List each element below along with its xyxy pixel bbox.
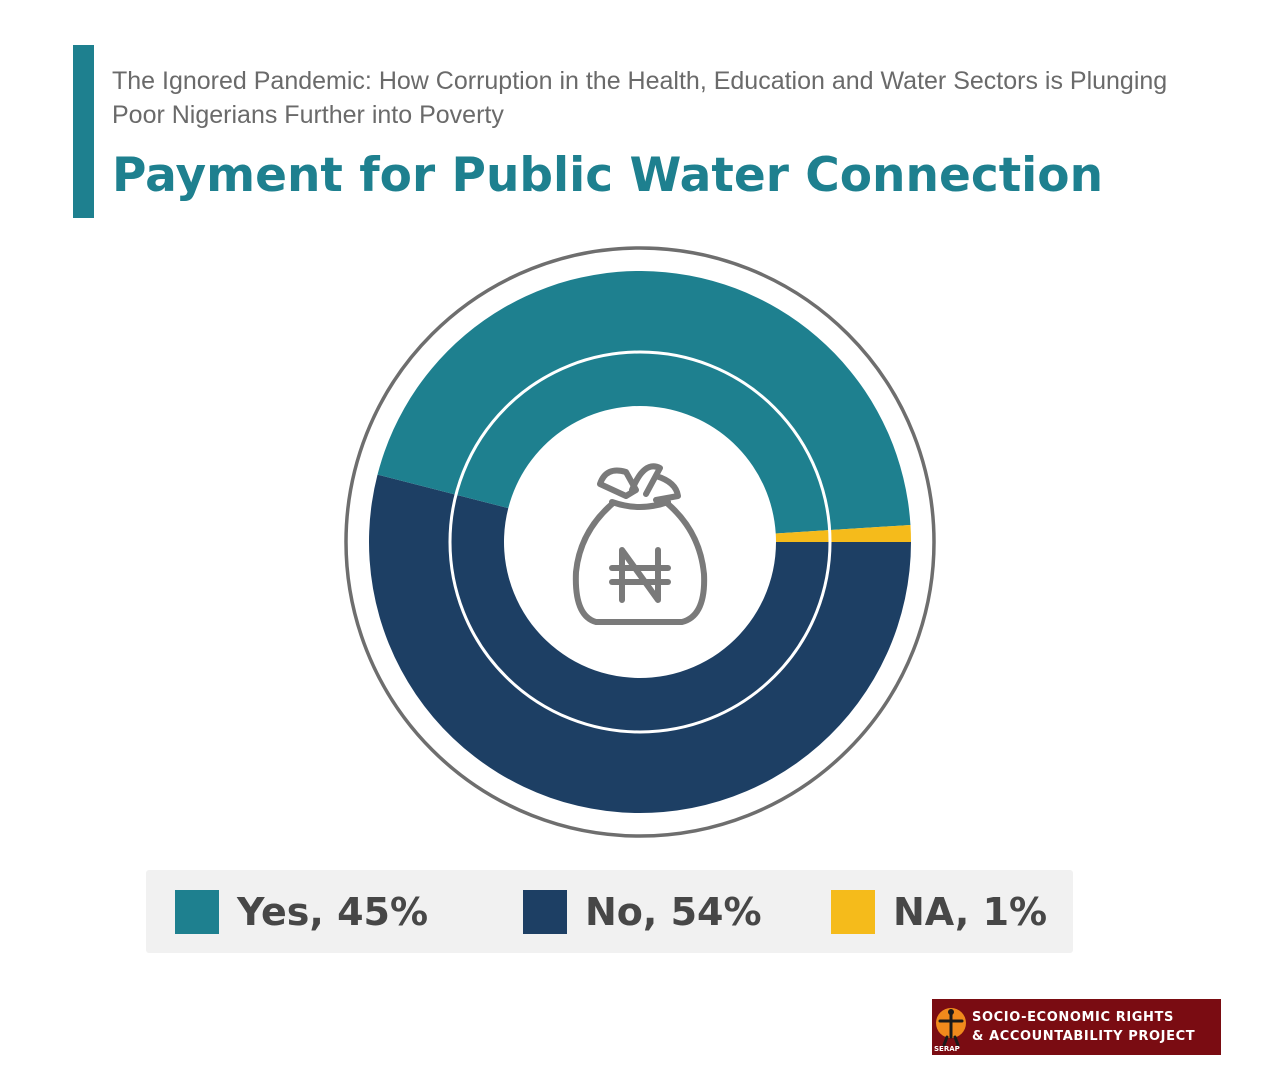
legend-label-no: No, 54% xyxy=(585,889,762,934)
chart-slices xyxy=(369,271,911,814)
legend-swatch-na xyxy=(831,889,875,934)
serap-logo: SERAP SOCIO-ECONOMIC RIGHTS & ACCOUNTABI… xyxy=(932,999,1221,1055)
donut-chart xyxy=(344,246,936,838)
inner-divider-ring xyxy=(448,350,832,734)
legend-item-na: NA, 1% xyxy=(831,870,1047,953)
slice-yes xyxy=(377,271,911,534)
naira-money-bag-icon xyxy=(572,463,708,625)
legend-label-na: NA, 1% xyxy=(893,889,1048,934)
legend-label-yes: Yes, 45% xyxy=(237,889,429,934)
serap-abbr: SERAP xyxy=(934,1045,960,1053)
logo-line-2: & ACCOUNTABILITY PROJECT xyxy=(972,1029,1196,1044)
legend-swatch-yes xyxy=(175,889,219,934)
report-subtitle: The Ignored Pandemic: How Corruption in … xyxy=(112,67,1168,129)
chart-title: Payment for Public Water Connection xyxy=(112,148,1104,203)
legend-item-yes: Yes, 45% xyxy=(175,870,428,953)
slice-na xyxy=(775,524,911,542)
logo-line-1: SOCIO-ECONOMIC RIGHTS xyxy=(972,1010,1174,1025)
chart-legend: Yes, 45% No, 54% NA, 1% xyxy=(146,870,1073,953)
accent-bar xyxy=(73,45,94,218)
legend-swatch-no xyxy=(523,889,567,934)
serap-emblem-icon: SERAP xyxy=(932,999,970,1055)
outer-ring xyxy=(344,246,936,838)
slice-no xyxy=(369,474,911,814)
legend-item-no: No, 54% xyxy=(523,870,762,953)
